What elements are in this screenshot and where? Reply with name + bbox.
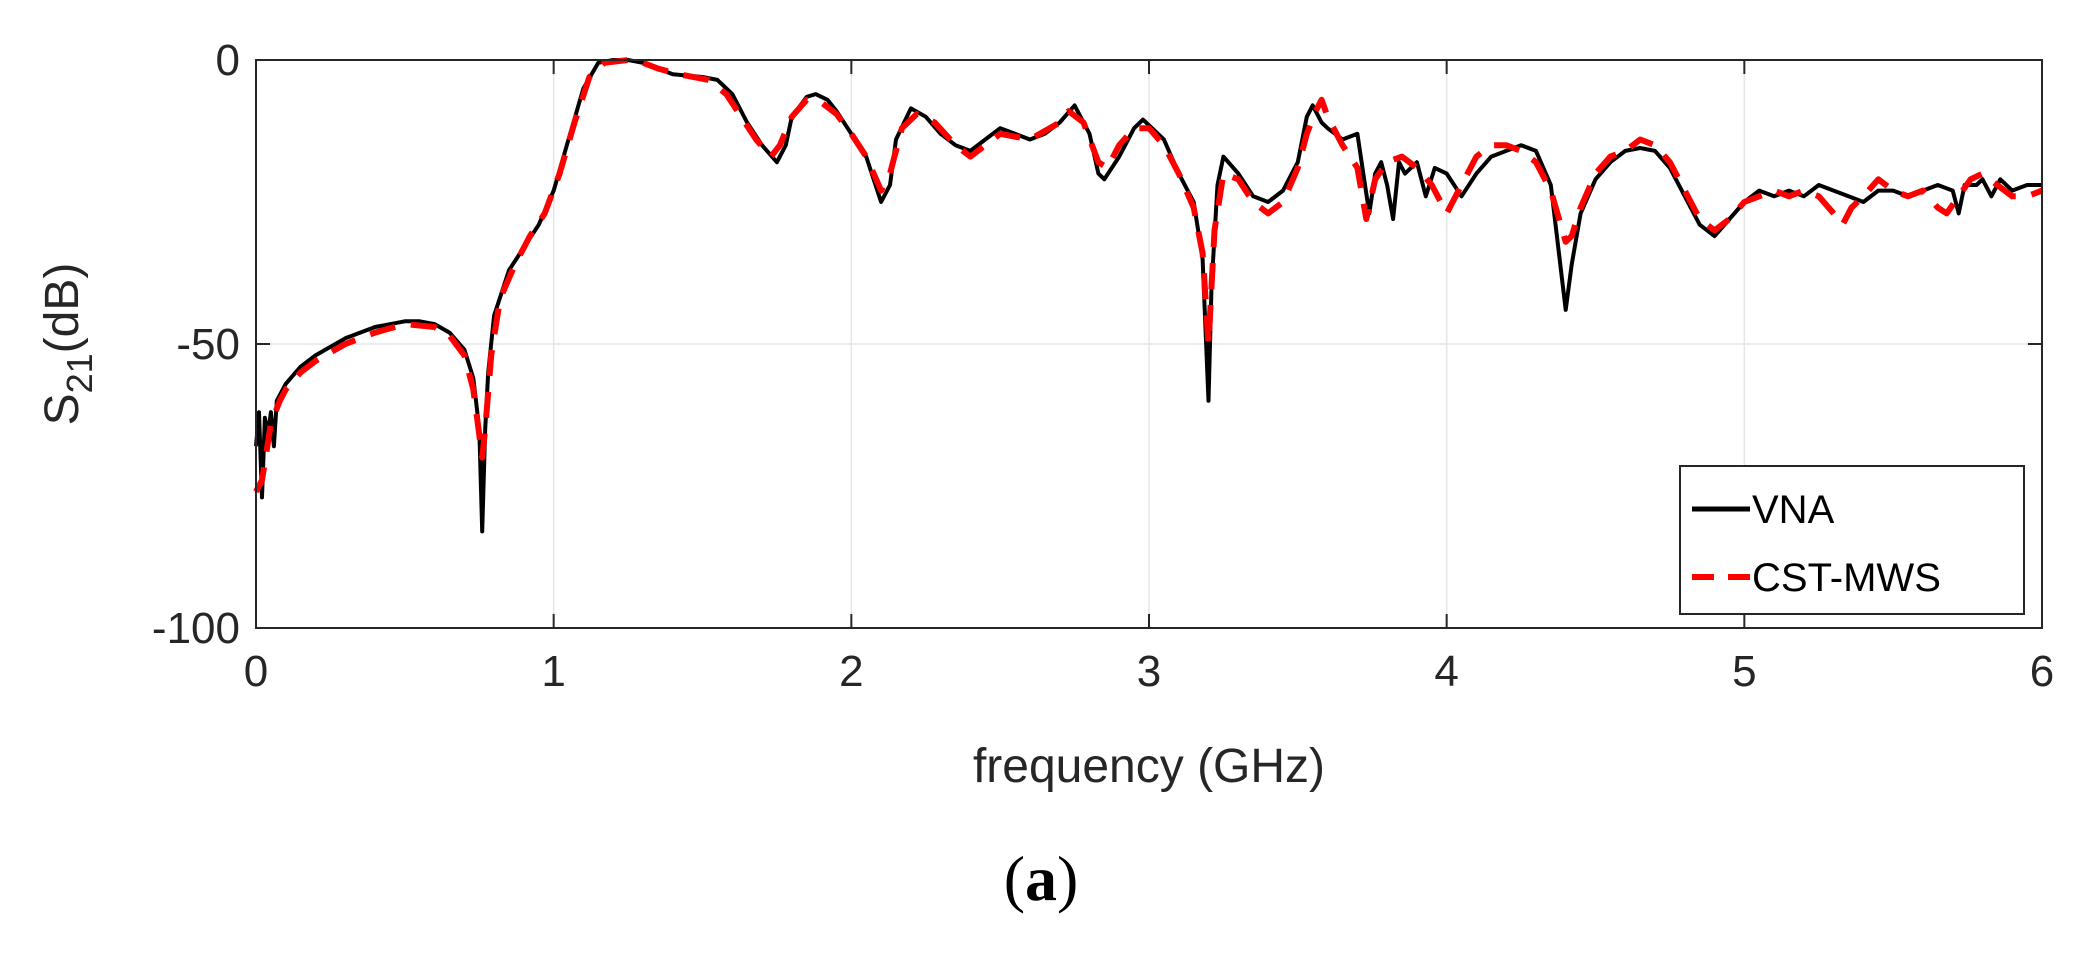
y-axis-label-suffix: (dB) xyxy=(36,263,89,354)
y-tick-label: -100 xyxy=(152,604,240,653)
x-tick-label: 2 xyxy=(839,647,863,696)
legend-label-vna: VNA xyxy=(1752,488,1835,532)
legend: VNA CST-MWS xyxy=(1679,465,2025,615)
caption-close: ) xyxy=(1057,843,1079,914)
legend-label-cst: CST-MWS xyxy=(1752,556,1941,600)
legend-box xyxy=(1679,465,2025,615)
x-tick-label: 4 xyxy=(1434,647,1458,696)
series-layer xyxy=(253,57,2044,534)
x-tick-label: 6 xyxy=(2030,647,2054,696)
caption-open: ( xyxy=(1003,843,1025,914)
x-tick-label: 0 xyxy=(244,647,268,696)
axis-ticks: 0 1 2 3 4 5 6 0 -50 -100 xyxy=(152,36,2054,696)
y-axis-label-subscript: 21 xyxy=(59,353,100,393)
y-axis-label-base: S xyxy=(36,393,89,425)
y-tick-label: 0 xyxy=(216,36,240,85)
x-axis-label: frequency (GHz) xyxy=(973,740,1325,793)
figure-caption: (a) xyxy=(0,842,2082,916)
series-line-cst-mws xyxy=(253,57,2044,494)
y-axis-label: S21(dB) xyxy=(36,263,100,426)
x-tick-label: 1 xyxy=(541,647,565,696)
x-tick-label: 3 xyxy=(1137,647,1161,696)
y-tick-label: -50 xyxy=(176,320,240,369)
x-tick-label: 5 xyxy=(1732,647,1756,696)
caption-label: a xyxy=(1025,843,1057,914)
